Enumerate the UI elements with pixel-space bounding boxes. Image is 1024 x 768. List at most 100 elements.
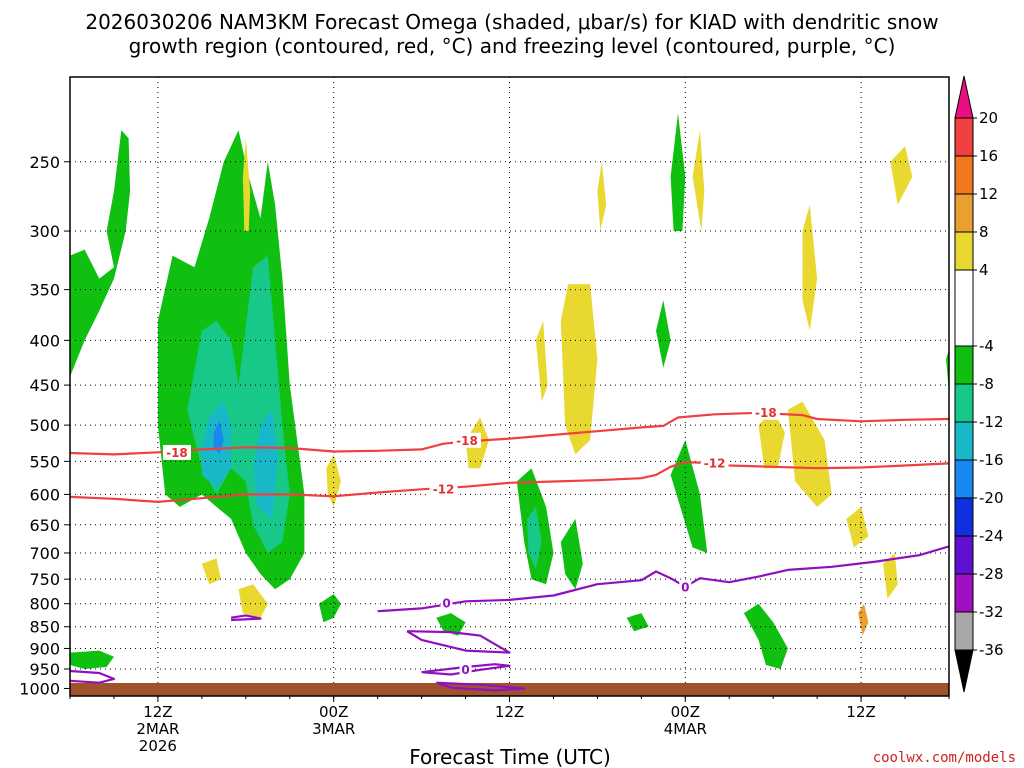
isotherm-label-0-0: -18 xyxy=(166,446,188,460)
omega-region-32 xyxy=(597,161,607,231)
omega-region-22 xyxy=(802,204,818,331)
omega-region-9 xyxy=(670,113,686,231)
colorbar-label-7: -12 xyxy=(979,413,1004,431)
xtick-label-1-0: 00Z xyxy=(319,703,348,721)
ytick-label-700: 700 xyxy=(29,544,60,563)
colorbar-segment-12 xyxy=(954,611,974,651)
colorbar-segment-6 xyxy=(954,383,974,423)
isotherm-label-bg-0-2 xyxy=(751,404,780,420)
isotherm-1 xyxy=(70,460,949,503)
colorbar-label-10: -24 xyxy=(979,527,1004,545)
isotherm-6 xyxy=(435,681,526,692)
isotherm-7 xyxy=(230,614,262,622)
omega-region-27 xyxy=(238,584,268,618)
x-axis-label: Forecast Time (UTC) xyxy=(409,745,611,768)
isotherm-label-bg-3-0 xyxy=(459,661,472,677)
isotherm-label-1-1: -12 xyxy=(704,456,726,470)
xtick-label-4-0: 12Z xyxy=(846,703,875,721)
omega-region-30 xyxy=(758,409,785,469)
isotherm-4 xyxy=(70,669,116,684)
ytick-label-950: 950 xyxy=(29,660,60,679)
colorbar-label-12: -32 xyxy=(979,603,1004,621)
colorbar-segment-4 xyxy=(954,269,974,347)
site-credit: coolwx.com/models xyxy=(873,750,1016,766)
omega-region-16 xyxy=(626,613,649,632)
colorbar-label-6: -8 xyxy=(979,375,994,393)
colorbar-label-5: -4 xyxy=(979,337,994,355)
omega-region-28 xyxy=(201,558,221,585)
colorbar-label-4: 4 xyxy=(979,261,989,279)
omega-region-13 xyxy=(743,603,788,669)
colorbar-label-2: 12 xyxy=(979,185,998,203)
colorbar-label-13: -36 xyxy=(979,641,1004,659)
chart-title-line2: growth region (contoured, red, °C) and f… xyxy=(129,34,896,58)
isotherm-label-bg-1-1 xyxy=(700,455,729,471)
y-axis-ticks: 250 300 350 400 450 500 550 600 650 700 750 800 850 9… xyxy=(19,153,70,698)
omega-region-31 xyxy=(692,130,705,231)
colorbar-segment-3 xyxy=(954,231,974,271)
chart-title-line1: 2026030206 NAM3KM Forecast Omega (shaded… xyxy=(85,10,938,34)
colorbar-segment-9 xyxy=(954,497,974,537)
colorbar-segment-8 xyxy=(954,459,974,499)
isotherm-labels: -18 -18 -18 -12 -12 0 0 0 xyxy=(162,404,780,677)
omega-region-29 xyxy=(326,454,341,507)
isotherm-label-bg-0-1 xyxy=(453,432,482,448)
isotherm-label-0-1: -18 xyxy=(456,434,478,448)
ytick-label-750: 750 xyxy=(29,570,60,589)
colorbar-segment-1 xyxy=(954,155,974,195)
colorbar-segment-7 xyxy=(954,421,974,461)
colorbar-segment-10 xyxy=(954,535,974,575)
colorbar-label-1: 16 xyxy=(979,147,998,165)
omega-region-10 xyxy=(670,440,708,553)
ytick-label-850: 850 xyxy=(29,618,60,637)
ytick-label-550: 550 xyxy=(29,452,60,471)
omega-region-23 xyxy=(787,401,832,507)
isotherm-label-bg-2-0 xyxy=(440,595,453,611)
isotherm-label-3-0: 0 xyxy=(461,663,469,677)
ytick-label-800: 800 xyxy=(29,595,60,614)
xtick-label-0-1: 2MAR xyxy=(136,720,179,738)
omega-region-4 xyxy=(253,409,278,519)
isotherm-2 xyxy=(377,545,949,613)
omega-region-14 xyxy=(319,594,341,623)
omega-region-19 xyxy=(560,284,598,455)
ytick-label-450: 450 xyxy=(29,376,60,395)
xtick-label-1-1: 3MAR xyxy=(312,720,355,738)
omega-region-8 xyxy=(560,518,583,590)
omega-region-5 xyxy=(213,421,224,455)
omega-region-25 xyxy=(846,506,869,548)
omega-region-12 xyxy=(70,650,114,669)
omega-shading xyxy=(70,113,949,669)
ytick-label-900: 900 xyxy=(29,639,60,658)
isotherm-contours xyxy=(70,411,949,692)
isotherm-label-1-0: -12 xyxy=(433,482,455,496)
colorbar-label-8: -16 xyxy=(979,451,1004,469)
xtick-label-0-0: 12Z xyxy=(143,703,172,721)
colorbar-label-0: 20 xyxy=(979,109,998,127)
colorbar-segment-11 xyxy=(954,573,974,613)
colorbar-label-9: -20 xyxy=(979,489,1004,507)
isotherm-label-bg-0-0 xyxy=(162,444,191,460)
colorbar-segment-2 xyxy=(954,193,974,233)
isotherm-label-0-2: -18 xyxy=(755,406,777,420)
colorbar: 20 16 12 8 4 -4 -8 -12 -16 -20 -24 -28 -32 -36 xyxy=(954,75,1004,693)
omega-region-26 xyxy=(883,553,898,599)
ytick-label-300: 300 xyxy=(29,222,60,241)
omega-region-0 xyxy=(70,130,131,377)
isotherm-label-2-0: 0 xyxy=(442,597,450,611)
omega-region-18 xyxy=(242,138,251,231)
colorbar-segment-5 xyxy=(954,345,974,385)
isotherm-0 xyxy=(70,411,949,456)
xtick-label-2-0: 12Z xyxy=(495,703,524,721)
isotherm-5 xyxy=(406,630,511,654)
omega-region-11 xyxy=(656,300,671,368)
ytick-label-500: 500 xyxy=(29,416,60,435)
isotherm-label-2-1: 0 xyxy=(681,581,689,595)
ytick-label-1000: 1000 xyxy=(19,679,60,698)
omega-region-20 xyxy=(535,320,548,402)
ytick-label-250: 250 xyxy=(29,153,60,172)
isotherm-label-bg-2-1 xyxy=(679,579,692,595)
colorbar-segment-0 xyxy=(954,117,974,157)
